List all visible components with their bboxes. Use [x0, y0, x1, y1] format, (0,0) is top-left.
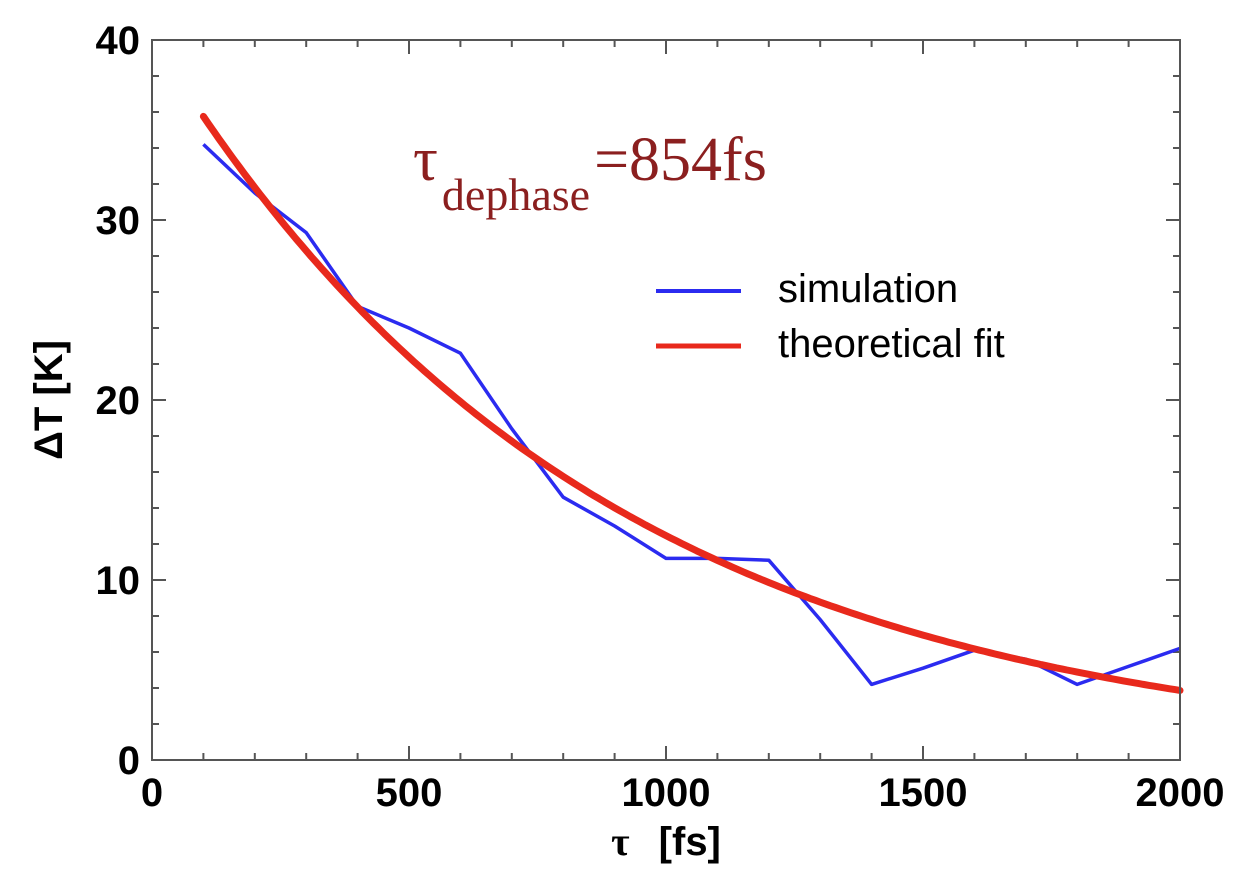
annotation-value: =854fs — [594, 126, 767, 194]
plot-frame — [151, 39, 1181, 761]
legend-label-simulation: simulation — [778, 267, 958, 311]
tick-labels: 0 500 1000 1500 2000 0 10 20 30 40 — [96, 19, 1225, 815]
annotation-symbol: τ — [413, 126, 438, 194]
series-line-theoretical-fit — [199, 112, 1184, 694]
legend: simulation theoretical fit — [656, 267, 1005, 366]
y-tick-label: 30 — [96, 199, 141, 243]
x-tick-label: 500 — [376, 771, 443, 815]
x-tick-label: 1500 — [879, 771, 968, 815]
dephase-annotation: τ dephase =854fs — [413, 126, 767, 220]
x-axis-symbol: τ — [611, 819, 629, 864]
y-tick-label: 40 — [96, 19, 141, 63]
y-axis-label: ΔT [K] — [27, 340, 71, 460]
y-tick-label: 0 — [118, 739, 140, 783]
x-tick-label: 2000 — [1136, 771, 1225, 815]
y-tick-label: 10 — [96, 559, 141, 603]
x-tick-label: 1000 — [622, 771, 711, 815]
x-tick-label: 0 — [141, 771, 163, 815]
y-tick-label: 20 — [96, 379, 141, 423]
legend-label-fit: theoretical fit — [778, 322, 1005, 366]
annotation-subscript: dephase — [442, 169, 590, 220]
series-layer — [199, 112, 1184, 694]
series-line-simulation — [202, 143, 1181, 687]
x-axis-unit: [fs] — [659, 820, 721, 864]
x-axis-label: τ [fs] — [611, 819, 721, 864]
